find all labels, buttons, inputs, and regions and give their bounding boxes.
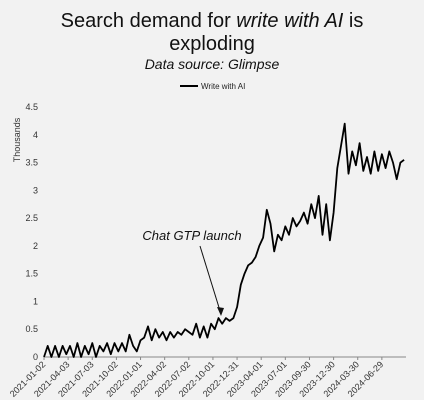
y-tick-label: 2 — [33, 241, 38, 251]
series-line-write-with-ai — [43, 122, 405, 358]
title-prefix: Search demand for — [60, 10, 237, 32]
x-axis-ticks: 2021-01-022021-04-032021-07-032021-10-02… — [8, 357, 385, 399]
chart-title-line-1: Search demand for write with AI is — [0, 10, 424, 33]
y-tick-label: 3.5 — [25, 158, 38, 168]
chart-subtitle: Data source: Glimpse — [144, 56, 280, 72]
legend-label: Write with AI — [201, 82, 245, 91]
y-tick-label: 4 — [33, 130, 38, 140]
chart-title-line-2: exploding — [169, 33, 255, 55]
chat-gpt-launch-annotation: Chat GTP launch — [142, 228, 242, 316]
annotation-arrow — [199, 245, 222, 315]
y-tick-label: 1 — [33, 296, 38, 306]
y-axis-ticks: 0 0.5 1 1.5 2 2.5 3 3.5 4 4.5 — [25, 102, 38, 362]
y-tick-label: 1.5 — [25, 269, 38, 279]
y-tick-label: 3 — [33, 185, 38, 195]
title-emphasis: write with AI — [236, 10, 344, 32]
y-axis-title: Thousands — [12, 117, 22, 162]
y-tick-label: 0.5 — [25, 324, 38, 334]
y-tick-label: 4.5 — [25, 102, 38, 112]
title-suffix: is — [343, 10, 364, 32]
y-tick-label: 0 — [33, 352, 38, 362]
annotation-arrowhead — [217, 307, 224, 316]
y-tick-label: 2.5 — [25, 213, 38, 223]
annotation-label: Chat GTP launch — [142, 228, 241, 243]
chart-legend: Write with AI — [180, 82, 245, 91]
